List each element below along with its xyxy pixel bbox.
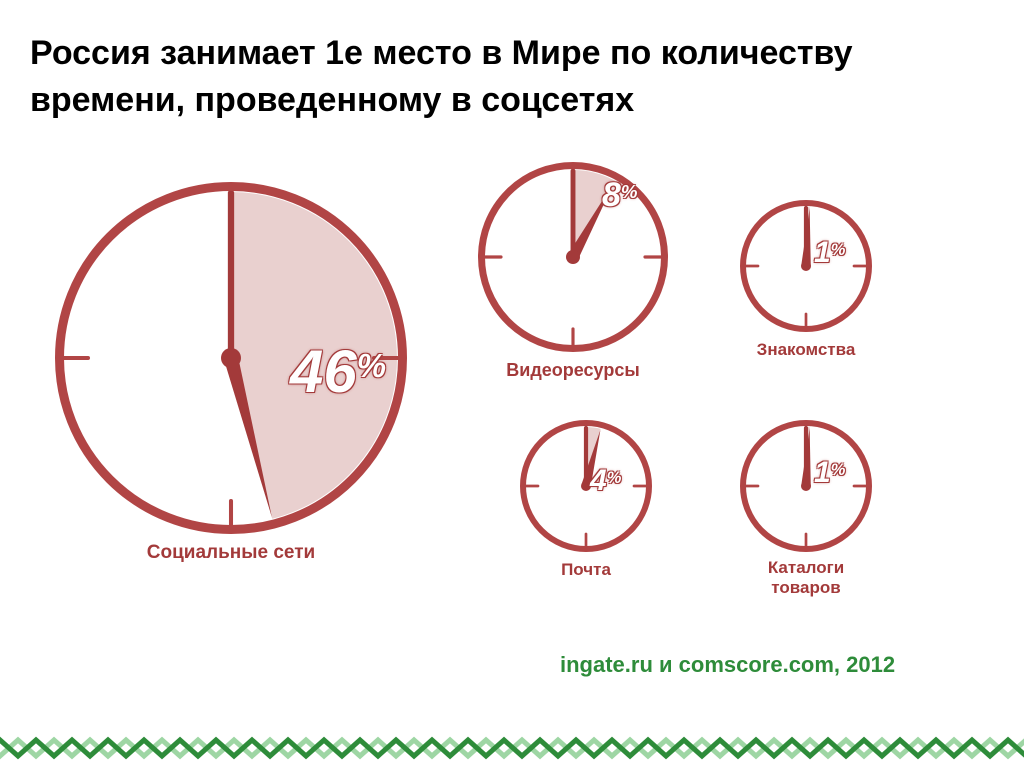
clock-video: 8%Видеоресурсы bbox=[478, 162, 668, 352]
clock-center-dot bbox=[221, 348, 241, 368]
clock-percent-label: 1% bbox=[814, 456, 845, 490]
clock-caption: Социальные сети bbox=[55, 542, 407, 564]
clock-mail: 4%Почта bbox=[520, 420, 652, 552]
clock-caption: Почта bbox=[510, 560, 662, 580]
clock-center-dot bbox=[801, 261, 811, 271]
clock-social: 46%Социальные сети bbox=[55, 182, 407, 534]
clock-caption: Знакомства bbox=[730, 340, 882, 360]
clock-caption: Видеоресурсы bbox=[468, 360, 678, 381]
clock-center-dot bbox=[566, 250, 580, 264]
clock-catalog: 1%Каталоги товаров bbox=[740, 420, 872, 552]
clock-caption: Каталоги товаров bbox=[730, 558, 882, 597]
clock-center-dot bbox=[801, 481, 811, 491]
clock-percent-label: 4% bbox=[590, 464, 621, 498]
clock-percent-label: 8% bbox=[602, 176, 638, 215]
clock-acquaint: 1%Знакомства bbox=[740, 200, 872, 332]
clock-percent-label: 46% bbox=[290, 337, 386, 406]
clock-percent-label: 1% bbox=[814, 236, 845, 270]
zigzag-decoration bbox=[0, 718, 1024, 768]
data-source: ingate.ru и comscore.com, 2012 bbox=[560, 652, 895, 678]
page-title: Россия занимает 1е место в Мире по колич… bbox=[30, 30, 860, 124]
